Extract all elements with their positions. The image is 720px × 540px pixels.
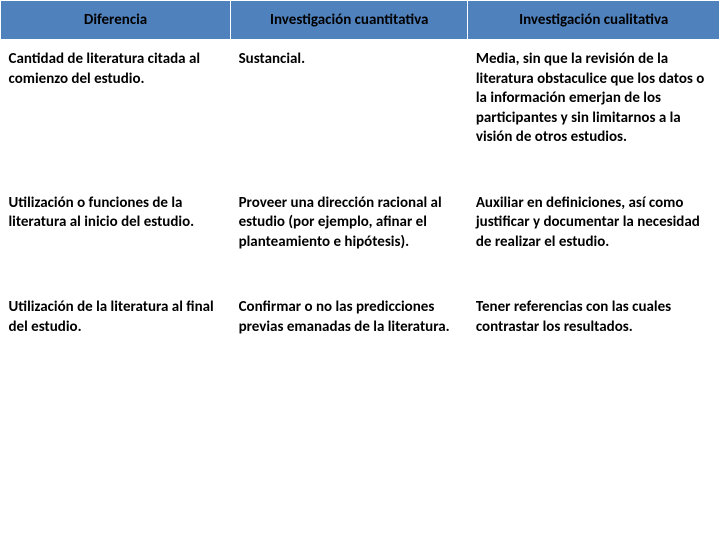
cell-cualitativa: Media, sin que la revisión de la literat… [468,40,720,184]
table-header-row: Diferencia Investigación cuantitativa In… [1,1,720,40]
cell-cualitativa: Tener referencias con las cuales contras… [468,288,720,373]
table-row: Utilización de la literatura al final de… [1,288,720,373]
cell-diferencia: Utilización de la literatura al final de… [1,288,231,373]
table-row: Cantidad de literatura citada al comienz… [1,40,720,184]
cell-diferencia: Cantidad de literatura citada al comienz… [1,40,231,184]
header-cuantitativa: Investigación cuantitativa [231,1,468,40]
comparison-table: Diferencia Investigación cuantitativa In… [0,0,720,373]
cell-cualitativa: Auxiliar en definiciones, así como justi… [468,184,720,289]
cell-cuantitativa: Sustancial. [231,40,468,184]
cell-cuantitativa: Confirmar o no las predicciones previas … [231,288,468,373]
header-diferencia: Diferencia [1,1,231,40]
table-row: Utilización o funciones de la literatura… [1,184,720,289]
cell-cuantitativa: Proveer una dirección racional al estudi… [231,184,468,289]
cell-diferencia: Utilización o funciones de la literatura… [1,184,231,289]
header-cualitativa: Investigación cualitativa [468,1,720,40]
